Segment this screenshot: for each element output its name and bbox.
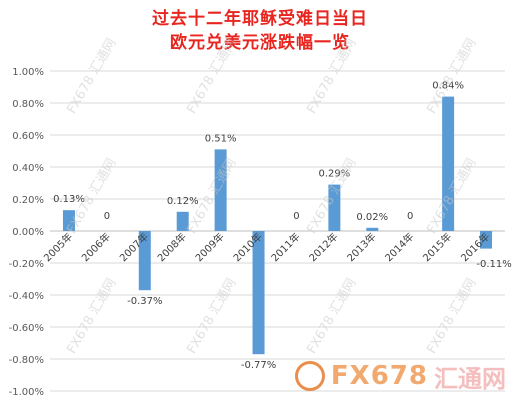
bar: [442, 96, 455, 231]
x-tick-label: 2014年: [382, 230, 416, 264]
watermark-latin: FX678: [330, 361, 428, 391]
y-tick-label: 0.40%: [12, 163, 44, 174]
data-label: 0.12%: [167, 196, 199, 207]
y-tick-label: 0.20%: [12, 195, 44, 206]
x-tick-label: 2008年: [155, 230, 189, 264]
watermark-text: FX678 汇通网: [304, 36, 359, 117]
bar: [62, 210, 75, 231]
watermark-text: FX678 汇通网: [424, 276, 479, 357]
y-tick-label: -1.00%: [9, 387, 44, 398]
data-label: 0.29%: [318, 169, 350, 180]
bar: [252, 231, 265, 355]
watermark-text: FX678 汇通网: [184, 36, 239, 117]
x-tick-label: 2006年: [79, 230, 113, 264]
bar: [328, 184, 341, 231]
x-tick-label: 2005年: [41, 230, 75, 264]
watermark-text: FX678 汇通网: [64, 276, 119, 357]
data-label: -0.37%: [127, 296, 162, 307]
data-label: -0.77%: [241, 360, 276, 371]
data-label: 0: [407, 211, 413, 222]
watermark-logo: FX678 汇通网: [294, 356, 506, 396]
chart-title-line1: 过去十二年耶稣受难日当日: [152, 9, 368, 29]
y-tick-label: 0.80%: [12, 99, 44, 110]
data-label: 0.13%: [53, 194, 85, 205]
y-tick-label: -0.40%: [9, 291, 44, 302]
bar: [138, 231, 151, 291]
y-tick-label: -0.20%: [9, 259, 44, 270]
x-tick-label: 2012年: [306, 230, 340, 264]
data-label: 0: [293, 211, 299, 222]
y-tick-label: 1.00%: [12, 67, 44, 78]
watermark-text: FX678 汇通网: [64, 36, 119, 117]
watermark-text: FX678 汇通网: [304, 276, 359, 357]
data-label: -0.11%: [476, 259, 511, 270]
x-tick-label: 2011年: [268, 230, 302, 264]
bar: [366, 227, 379, 231]
chart-title-line2: 欧元兑美元涨跌幅一览: [170, 33, 350, 53]
bar: [176, 211, 189, 231]
watermark-circle-icon: [294, 361, 325, 391]
data-label: 0.84%: [432, 81, 464, 92]
y-tick-label: 0.60%: [12, 131, 44, 142]
data-label: 0.02%: [356, 212, 388, 223]
y-tick-label: -0.60%: [9, 323, 44, 334]
watermark-cjk: 汇通网: [434, 364, 506, 393]
data-label: 0.51%: [205, 133, 237, 144]
bar: [480, 231, 493, 249]
watermark-text: FX678 汇通网: [184, 276, 239, 357]
data-label: 0: [104, 211, 110, 222]
x-tick-label: 2013年: [344, 230, 378, 264]
y-tick-label: -0.80%: [9, 355, 44, 366]
bar: [214, 149, 227, 231]
y-tick-label: 0.00%: [12, 227, 44, 238]
